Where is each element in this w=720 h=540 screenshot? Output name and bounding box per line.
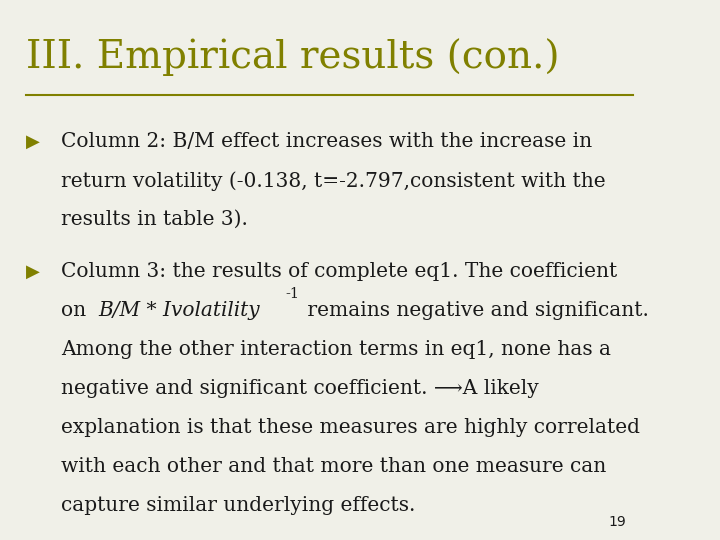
Text: on: on: [61, 301, 93, 320]
Text: Column 2: B/M effect increases with the increase in: Column 2: B/M effect increases with the …: [61, 132, 593, 151]
Text: results in table 3).: results in table 3).: [61, 210, 248, 229]
Text: Among the other interaction terms in eq1, none has a: Among the other interaction terms in eq1…: [61, 340, 611, 359]
Text: with each other and that more than one measure can: with each other and that more than one m…: [61, 457, 607, 476]
Text: capture similar underlying effects.: capture similar underlying effects.: [61, 496, 415, 515]
Text: III. Empirical results (con.): III. Empirical results (con.): [26, 38, 559, 76]
Text: Column 3: the results of complete eq1. The coefficient: Column 3: the results of complete eq1. T…: [61, 262, 618, 281]
Text: negative and significant coefficient. ⟶A likely: negative and significant coefficient. ⟶A…: [61, 379, 539, 398]
Text: ▶: ▶: [26, 132, 40, 150]
Text: -1: -1: [285, 287, 299, 301]
Text: explanation is that these measures are highly correlated: explanation is that these measures are h…: [61, 418, 640, 437]
Text: ▶: ▶: [26, 262, 40, 280]
Text: 19: 19: [609, 515, 626, 529]
Text: remains negative and significant.: remains negative and significant.: [301, 301, 649, 320]
Text: B/M * Ivolatility: B/M * Ivolatility: [98, 301, 259, 320]
Text: return volatility (-0.138, t=-2.797,consistent with the: return volatility (-0.138, t=-2.797,cons…: [61, 171, 606, 191]
